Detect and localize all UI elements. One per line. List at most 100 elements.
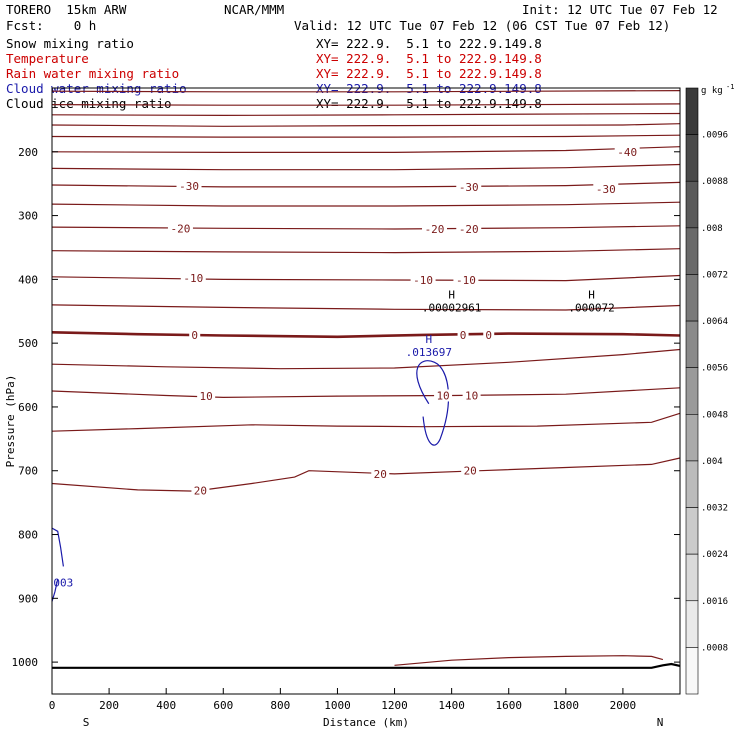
contour-label-0: -40 [617, 146, 637, 159]
isotherm-line-5 [51, 146, 681, 153]
y-tick-label-5: 700 [18, 465, 38, 478]
contour-label-7: -10 [183, 272, 203, 285]
colorbar-swatch-6 [685, 367, 699, 415]
valid-time: Valid: 12 UTC Tue 07 Feb 12 (06 CST Tue … [294, 18, 671, 33]
contour-label-bg-2 [456, 180, 482, 193]
terrain-layer [52, 655, 681, 669]
x-tick-label-6: 1200 [381, 699, 408, 712]
colorbar-unit-exponent: -1 [726, 83, 734, 91]
colorbar-label-4: .0064 [701, 317, 728, 327]
contour-label-bg-15 [462, 389, 481, 402]
contour-label-bg-14 [434, 389, 453, 402]
contour-label-14: 10 [436, 389, 449, 402]
isotherm-line-6 [51, 163, 681, 171]
contour-label-bg-3 [593, 182, 619, 195]
contour-label-bg-1 [176, 180, 202, 193]
x-tick-label-2: 400 [156, 699, 176, 712]
forecast-hour: Fcst: 0 h [6, 18, 97, 33]
high-marker-0: H [448, 289, 455, 302]
isotherm-line-13 [51, 331, 681, 339]
high-marker-1: H [588, 289, 595, 302]
contour-label-bg-9 [453, 274, 479, 287]
isotherm-line-9 [51, 225, 681, 230]
colorbar-swatch-8 [685, 460, 699, 508]
high-value-0: .00002961 [422, 302, 482, 315]
colorbar-swatch-9 [685, 507, 699, 555]
cloud-water-contour-left [51, 527, 64, 567]
isotherm-line-17 [51, 457, 681, 492]
isotherm-layer [51, 90, 681, 492]
y-tick-label-7: 900 [18, 592, 38, 605]
colorbar-label-9: .0024 [701, 550, 728, 560]
x-tick-label-1: 200 [99, 699, 119, 712]
contour-label-bg-12 [483, 328, 495, 341]
colorbar-label-0: .0096 [701, 131, 728, 141]
colorbar-label-5: .0056 [701, 364, 728, 374]
contour-label-bg-5 [422, 222, 448, 235]
contour-label-5: -20 [425, 223, 445, 236]
colorbar-label-10: .0016 [701, 597, 728, 607]
isotherm-line-16 [51, 412, 681, 432]
x-tick-label-9: 1800 [553, 699, 580, 712]
colorbar-swatch-0 [685, 87, 699, 135]
surface-line [52, 662, 681, 669]
contour-label-bg-7 [180, 272, 206, 285]
contour-label-bg-11 [457, 328, 469, 341]
y-tick-label-3: 500 [18, 337, 38, 350]
x-tick-label-10: 2000 [610, 699, 637, 712]
isotherm-line-2 [51, 112, 681, 117]
high-value-2: .013697 [406, 346, 452, 359]
model-title: TORERO 15km ARW [6, 2, 127, 17]
plot-frame [51, 87, 681, 695]
contour-label-bg-16 [191, 484, 210, 497]
field-name-cloud-ice: Cloud ice mixing ratio [6, 96, 172, 111]
field-range-snow: XY= 222.9. 5.1 to 222.9.149.8 [316, 36, 542, 51]
contour-label-18: 20 [464, 465, 477, 478]
contour-label-16: 20 [194, 485, 207, 498]
contour-label-15: 10 [465, 389, 478, 402]
endpoint-label-left: S [83, 716, 90, 729]
x-tick-label-4: 800 [270, 699, 290, 712]
contour-label-bg-0 [614, 145, 640, 158]
colorbar-label-11: .0008 [701, 643, 728, 653]
contour-label-10: 0 [191, 329, 198, 342]
colorbar-label-6: .0048 [701, 410, 728, 420]
contour-label-bg-10 [189, 328, 201, 341]
high-value-1: .000072 [568, 302, 614, 315]
colorbar-label-8: .0032 [701, 504, 728, 514]
contour-label-1: -30 [179, 180, 199, 193]
contour-label-layer: -40 -30 -30 -30 -20 -20 -20 -10 -10 -10 0 0 0 10 10 10 2… [167, 145, 640, 498]
isotherm-line-15 [51, 387, 681, 399]
contour-label-17: 20 [374, 468, 387, 481]
cloud-water-label: 003 [53, 576, 73, 589]
colorbar-label-7: .004 [701, 457, 723, 467]
x-tick-label-3: 600 [213, 699, 233, 712]
high-marker-2: H [425, 333, 432, 346]
isotherm-line-12 [51, 304, 681, 311]
contour-label-9: -10 [456, 274, 476, 287]
near-surface-isotherm [394, 655, 664, 666]
x-tick-label-8: 1600 [495, 699, 522, 712]
isotherm-line-3 [51, 123, 681, 127]
x-tick-label-0: 0 [49, 699, 56, 712]
contour-label-bg-17 [371, 467, 390, 480]
contour-label-bg-13 [197, 390, 216, 403]
y-tick-label-8: 1000 [12, 656, 39, 669]
contour-label-4: -20 [171, 222, 191, 235]
init-time: Init: 12 UTC Tue 07 Feb 12 [522, 2, 718, 17]
x-tick-label-5: 1000 [324, 699, 351, 712]
isotherm-line-7 [51, 181, 681, 188]
cloud-water-layer: 003 [51, 360, 450, 602]
x-axis-label: Distance (km) [323, 716, 409, 729]
y-axis-label: Pressure (hPa) [4, 375, 17, 468]
colorbar-swatch-11 [685, 600, 699, 648]
isotherm-line-8 [51, 201, 681, 207]
colorbar-swatch-12 [685, 647, 699, 695]
contour-label-12: 0 [485, 329, 492, 342]
contour-label-2: -30 [459, 181, 479, 194]
field-name-temperature: Temperature [6, 51, 89, 66]
contour-label-bg-8 [410, 274, 436, 287]
endpoint-label-right: N [657, 716, 664, 729]
